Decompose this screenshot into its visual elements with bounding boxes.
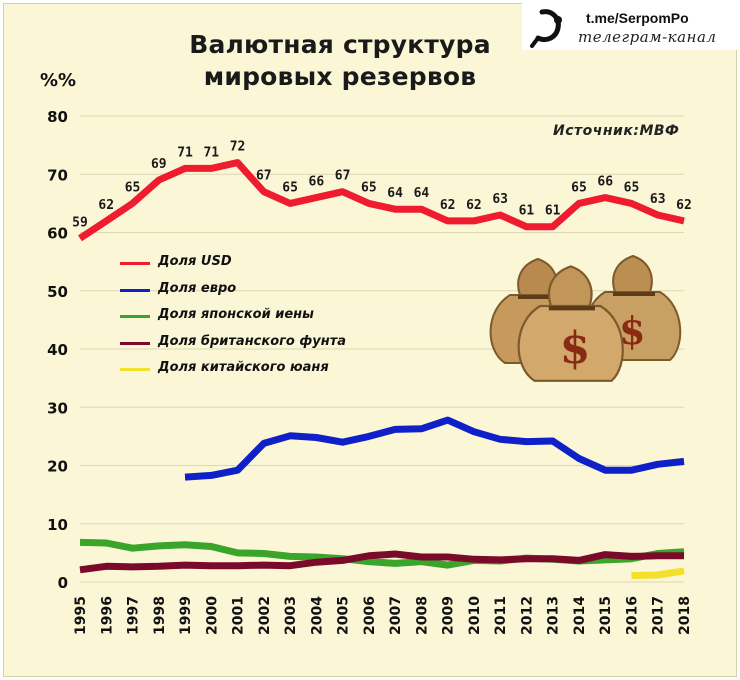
x-tick-label: 2015 <box>598 596 614 635</box>
data-label-usd: 62 <box>98 198 114 213</box>
money-bags-illustration: $ $ $ <box>489 254 682 382</box>
money-bag-center: $ <box>517 265 624 382</box>
data-series <box>78 159 685 580</box>
data-label-usd: 65 <box>125 180 141 195</box>
data-label-usd: 67 <box>335 169 351 184</box>
data-label-usd: 66 <box>309 175 325 190</box>
x-tick-label: 1997 <box>126 596 142 635</box>
legend-label-cny: Доля китайского юаня <box>158 360 329 375</box>
data-label-usd: 62 <box>466 198 482 213</box>
x-tick-label: 2013 <box>546 596 562 635</box>
x-tick-label: 2010 <box>467 596 483 635</box>
data-label-usd: 65 <box>571 180 587 195</box>
x-tick-label: 2000 <box>204 596 220 635</box>
svg-text:$: $ <box>560 323 591 374</box>
data-label-usd: 71 <box>177 145 193 160</box>
data-label-usd: 61 <box>545 204 561 219</box>
source-label: Источник:МВФ <box>553 123 680 139</box>
y-axis-label: %% <box>40 70 77 91</box>
data-label-usd: 65 <box>282 180 298 195</box>
x-tick-label: 1999 <box>178 596 194 635</box>
data-label-usd: 67 <box>256 169 272 184</box>
brand-link[interactable]: t.me/SerpomPo <box>586 10 689 26</box>
legend-swatch-gbp <box>120 341 150 345</box>
legend-swatch-cny <box>120 368 150 371</box>
x-tick-label: 2004 <box>309 596 325 635</box>
x-tick-labels: 1995 1996 1997 1998 1999 2000 2001 2002 2003 2004… <box>73 596 693 635</box>
x-tick-label: 2008 <box>414 596 430 635</box>
y-tick-label: 60 <box>47 225 68 243</box>
y-tick-label: 20 <box>47 458 68 476</box>
x-tick-label: 2017 <box>651 596 667 635</box>
x-tick-label: 2001 <box>231 596 247 635</box>
series-line-eur <box>184 416 685 481</box>
x-tick-label: 2003 <box>283 596 299 635</box>
x-tick-label: 2009 <box>441 596 457 635</box>
data-label-usd: 62 <box>440 198 456 213</box>
legend-swatch-usd <box>120 262 150 265</box>
data-label-usd: 63 <box>492 192 508 207</box>
x-tick-label: 2002 <box>257 596 273 635</box>
legend-label-gbp: Доля британского фунта <box>158 333 347 349</box>
y-tick-label: 30 <box>47 399 68 417</box>
series-line-gbp <box>79 550 684 574</box>
data-label-usd: 65 <box>624 180 640 195</box>
pipe-logo-icon <box>530 9 562 48</box>
legend-swatch-eur <box>120 288 150 292</box>
x-tick-label: 2007 <box>388 596 404 635</box>
usd-data-labels: 59 62 65 69 71 71 72 67 65 66 67 65 64 64 62 62 63 61 61 65… <box>72 140 692 231</box>
y-tick-label: 80 <box>47 108 68 126</box>
y-tick-label: 0 <box>58 574 68 592</box>
x-tick-label: 2005 <box>336 596 352 635</box>
data-label-usd: 64 <box>387 186 403 201</box>
brand-subtitle: телеграм-канал <box>578 28 717 46</box>
x-tick-label: 2006 <box>362 596 378 635</box>
data-label-usd: 63 <box>650 192 666 207</box>
chart-title-line2: мировых резервов <box>203 62 477 91</box>
legend-label-jpy: Доля японской иены <box>158 307 314 322</box>
data-label-usd: 71 <box>203 145 219 160</box>
legend-label-eur: Доля евро <box>158 280 237 296</box>
legend-swatch-jpy <box>120 315 150 318</box>
data-label-usd: 59 <box>72 215 88 230</box>
series-line-cny <box>631 567 685 580</box>
x-tick-label: 2014 <box>572 596 588 635</box>
y-tick-label: 70 <box>47 166 68 184</box>
data-label-usd: 65 <box>361 180 377 195</box>
data-label-usd: 72 <box>230 140 246 155</box>
data-label-usd: 61 <box>519 204 535 219</box>
data-label-usd: 69 <box>151 157 167 172</box>
x-tick-label: 2011 <box>493 596 509 635</box>
x-tick-label: 2016 <box>624 596 640 635</box>
x-tick-label: 1995 <box>73 596 89 635</box>
x-tick-label: 2018 <box>677 596 693 635</box>
series-line-usd <box>78 159 685 242</box>
x-tick-label: 1998 <box>152 596 168 635</box>
x-tick-label: 1996 <box>99 596 115 635</box>
y-tick-label: 50 <box>47 283 68 301</box>
data-label-usd: 66 <box>597 175 613 190</box>
data-label-usd: 64 <box>414 186 430 201</box>
data-label-usd: 62 <box>676 198 692 213</box>
x-tick-label: 2012 <box>519 596 535 635</box>
y-tick-labels: 0 10 20 30 40 50 60 70 80 <box>47 108 68 592</box>
y-tick-label: 10 <box>47 516 68 534</box>
legend-label-usd: Доля USD <box>158 254 232 269</box>
chart-title-line1: Валютная структура <box>189 30 491 59</box>
y-tick-label: 40 <box>47 341 68 359</box>
